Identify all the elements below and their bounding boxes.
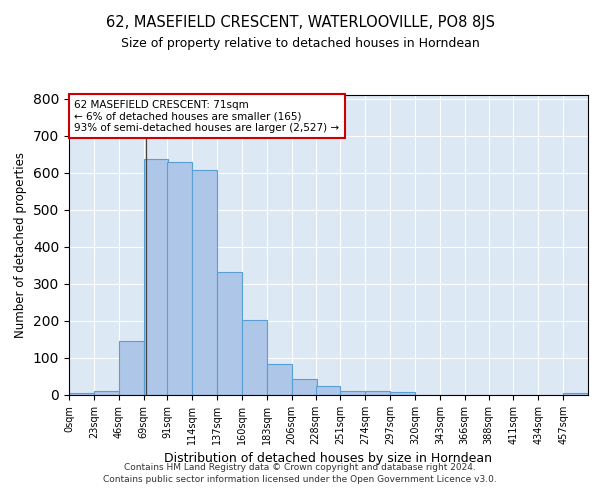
Bar — [217, 272, 242, 395]
Bar — [292, 380, 317, 395]
Y-axis label: Number of detached properties: Number of detached properties — [14, 152, 28, 338]
Bar — [143, 158, 169, 395]
Bar — [94, 392, 119, 395]
Bar — [267, 364, 292, 395]
Text: 62 MASEFIELD CRESCENT: 71sqm
← 6% of detached houses are smaller (165)
93% of se: 62 MASEFIELD CRESCENT: 71sqm ← 6% of det… — [74, 100, 340, 132]
Bar — [69, 393, 94, 395]
Bar — [119, 342, 143, 395]
Bar — [167, 162, 192, 395]
Text: Size of property relative to detached houses in Horndean: Size of property relative to detached ho… — [121, 38, 479, 51]
Bar — [340, 390, 365, 395]
Bar — [563, 393, 588, 395]
Bar — [242, 320, 267, 395]
Bar — [316, 386, 340, 395]
Text: 62, MASEFIELD CRESCENT, WATERLOOVILLE, PO8 8JS: 62, MASEFIELD CRESCENT, WATERLOOVILLE, P… — [106, 15, 494, 30]
Text: Contains HM Land Registry data © Crown copyright and database right 2024.: Contains HM Land Registry data © Crown c… — [124, 462, 476, 471]
Bar — [192, 170, 217, 395]
Bar — [390, 392, 415, 395]
Text: Contains public sector information licensed under the Open Government Licence v3: Contains public sector information licen… — [103, 475, 497, 484]
X-axis label: Distribution of detached houses by size in Horndean: Distribution of detached houses by size … — [164, 452, 493, 466]
Bar — [365, 390, 390, 395]
